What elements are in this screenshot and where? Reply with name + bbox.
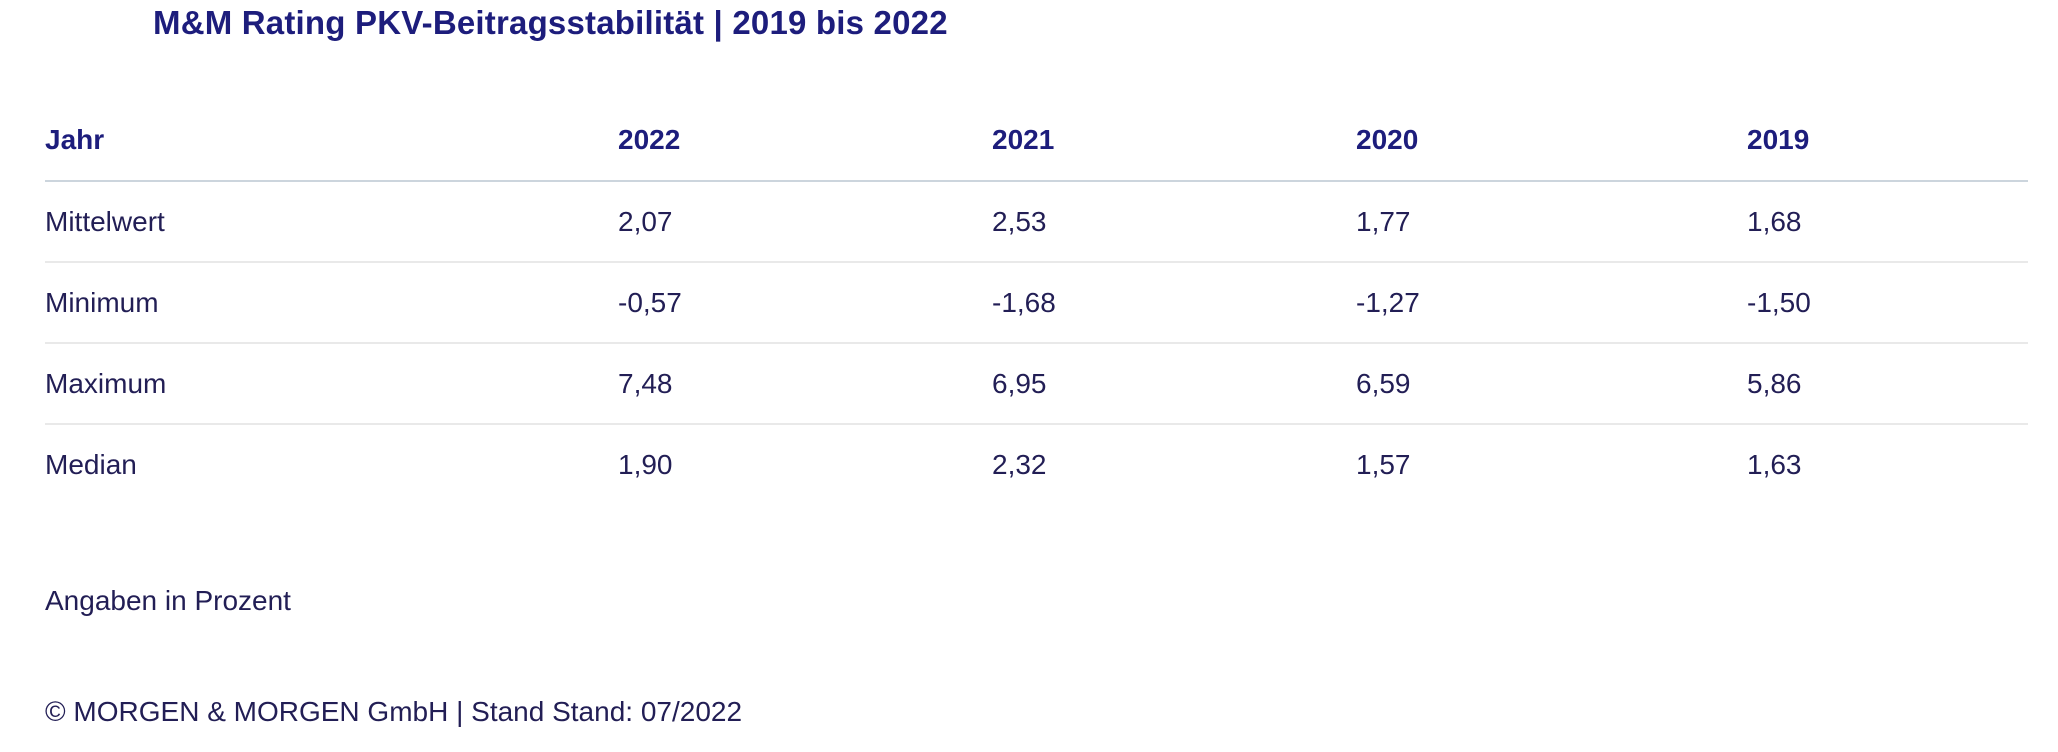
table-header-row: Jahr 2022 2021 2020 2019 bbox=[45, 100, 2028, 182]
column-header-2022: 2022 bbox=[618, 100, 992, 182]
cell-value: 7,48 bbox=[618, 343, 992, 425]
table-row-maximum: Maximum 7,48 6,95 6,59 5,86 bbox=[45, 343, 2028, 425]
row-label: Maximum bbox=[45, 343, 618, 425]
row-label: Median bbox=[45, 448, 137, 480]
unit-note: Angaben in Prozent bbox=[45, 585, 291, 616]
rating-table: Jahr 2022 2021 2020 2019 Mittelwert 2,07… bbox=[45, 100, 2028, 504]
cell-value: 6,59 bbox=[1356, 343, 1747, 425]
column-header-2020: 2020 bbox=[1356, 100, 1747, 182]
cell-value: 2,32 bbox=[992, 448, 1047, 480]
cell-value: 2,07 bbox=[618, 181, 992, 263]
column-header-jahr: Jahr bbox=[45, 100, 618, 182]
table-row-mittelwert: Mittelwert 2,07 2,53 1,77 1,68 bbox=[45, 181, 2028, 263]
cell-value: 1,63 bbox=[1747, 448, 1802, 480]
cell-value: 1,90 bbox=[618, 448, 673, 480]
column-header-2019: 2019 bbox=[1747, 100, 2028, 182]
cell-value: 1,77 bbox=[1356, 181, 1747, 263]
cell-value: 5,86 bbox=[1747, 343, 2028, 425]
cell-value: 1,57 bbox=[1356, 448, 1411, 480]
row-label: Minimum bbox=[45, 262, 618, 344]
copyright-footer: © MORGEN & MORGEN GmbH | Stand Stand: 07… bbox=[45, 696, 743, 727]
cell-value: -1,50 bbox=[1747, 262, 2028, 344]
table-row-minimum: Minimum -0,57 -1,68 -1,27 -1,50 bbox=[45, 262, 2028, 344]
table-row-median: Median 1,90 2,32 1,57 1,63 bbox=[45, 424, 2028, 504]
cell-value: 2,53 bbox=[992, 181, 1356, 263]
row-label: Mittelwert bbox=[45, 181, 618, 263]
cell-value: -1,27 bbox=[1356, 262, 1747, 344]
column-header-2021: 2021 bbox=[992, 100, 1356, 182]
cell-value: -0,57 bbox=[618, 262, 992, 344]
cell-value: 1,68 bbox=[1747, 181, 2028, 263]
cell-value: -1,68 bbox=[992, 262, 1356, 344]
cell-value: 6,95 bbox=[992, 343, 1356, 425]
page-title: M&M Rating PKV-Beitragsstabilität | 2019… bbox=[153, 4, 948, 41]
